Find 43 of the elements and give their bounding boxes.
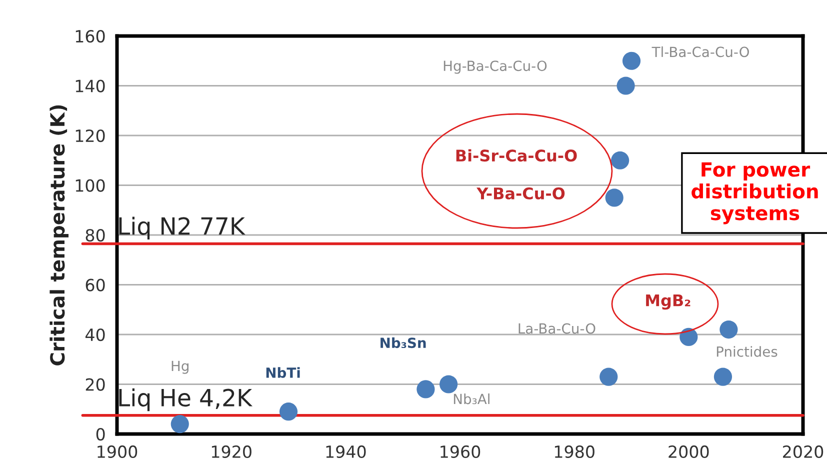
- annotation: NbTi: [266, 367, 300, 378]
- point: [611, 151, 630, 170]
- point: [279, 402, 298, 421]
- y-tick-label: 20: [86, 378, 105, 391]
- x-tick-label: 1980: [554, 445, 594, 458]
- annotation: Y-Ba-Cu-O: [476, 187, 565, 200]
- point: [416, 380, 435, 398]
- y-tick-label: 100: [76, 179, 105, 192]
- x-tick-label: 1900: [98, 445, 138, 458]
- annotation: Tl-Ba-Ca-Cu-O: [652, 46, 749, 58]
- y-tick-label: 160: [76, 30, 105, 43]
- y-tick-label: 120: [76, 129, 105, 142]
- y-tick-label: 140: [76, 80, 105, 92]
- annotation: Nb₃Sn: [380, 337, 426, 348]
- point: [720, 320, 738, 339]
- x-tick-label: 2000: [668, 445, 709, 458]
- x-tick-label: 1920: [212, 445, 252, 458]
- x-tick-label: 2020: [783, 445, 824, 458]
- y-axis-title: Critical temperature (K): [50, 105, 69, 366]
- annotation: For power distribution systems: [692, 162, 818, 224]
- point: [680, 328, 698, 346]
- point: [714, 368, 732, 386]
- y-tick-label: 40: [85, 328, 105, 342]
- point: [605, 188, 624, 207]
- point: [600, 368, 618, 386]
- ref-line-label: Liq N2 77K: [119, 216, 246, 240]
- point: [616, 76, 635, 95]
- annotation: MgB₂: [646, 294, 690, 310]
- point: [440, 375, 458, 394]
- y-tick-label: 0: [96, 428, 105, 441]
- point: [170, 414, 189, 434]
- y-tick-label: 60: [86, 278, 105, 292]
- x-tick-label: 1940: [326, 445, 366, 458]
- y-tick-label: 80: [86, 228, 105, 242]
- ref-line-label: Liq He 4,2K: [119, 388, 253, 412]
- annotation: Pnictides: [716, 346, 778, 357]
- annotation: Nb₃Al: [454, 393, 490, 404]
- annotation: Bi-Sr-Ca-Cu-O: [456, 149, 577, 162]
- annotation: Hg: [172, 360, 188, 374]
- annotation: Hg-Ba-Ca-Cu-O: [444, 60, 547, 74]
- annotation: La-Ba-Cu-O: [518, 323, 596, 334]
- x-tick-label: 1960: [440, 445, 480, 458]
- point: [622, 52, 641, 70]
